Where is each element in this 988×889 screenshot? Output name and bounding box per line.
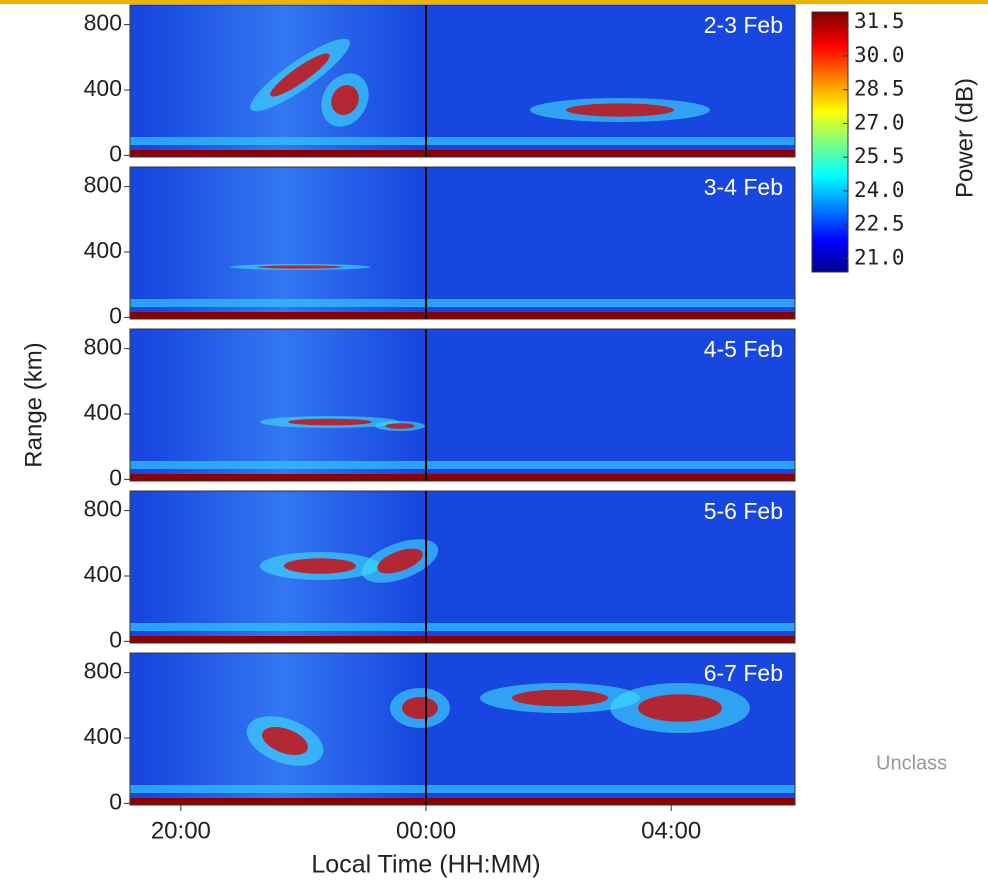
echo-core	[270, 53, 330, 97]
y-tick-label: 0	[109, 140, 122, 166]
y-tick-label: 0	[109, 626, 122, 652]
y-tick-label: 0	[109, 464, 122, 490]
colorbar-tick-label: 25.5	[854, 144, 905, 168]
echo-core	[262, 726, 308, 756]
colorbar	[811, 11, 849, 273]
y-tick-label: 800	[84, 658, 122, 684]
y-tick-label: 400	[84, 237, 122, 263]
colorbar-tick-label: 31.5	[854, 9, 905, 33]
colorbar-label: Power (dB)	[951, 78, 978, 198]
colorbar-tick-label: 24.0	[854, 178, 905, 202]
colorbar-tick-label: 22.5	[854, 212, 905, 236]
colorbar-tick-label: 21.0	[854, 245, 905, 269]
ground-band	[130, 636, 795, 643]
panel-title: 6-7 Feb	[704, 660, 783, 686]
panel-frame	[129, 652, 796, 806]
y-tick-label: 800	[84, 496, 122, 522]
echo-core	[258, 265, 342, 269]
y-tick-label: 0	[109, 302, 122, 328]
clutter-band	[130, 299, 795, 307]
colorbar-tick-label: 30.0	[854, 43, 905, 67]
clutter-band	[130, 785, 795, 793]
plots: 2-3 Feb 0 400 800 3-4 Feb 0 400 800 4-5 Feb 0 400 8…	[84, 4, 796, 814]
echo-core	[331, 85, 359, 115]
ground-band	[130, 798, 795, 805]
ground-band	[130, 474, 795, 481]
clutter-band	[130, 461, 795, 469]
clutter-band	[130, 623, 795, 631]
y-axis-label: Range (km)	[20, 342, 47, 467]
y-tick-label: 400	[84, 399, 122, 425]
panel-frame	[129, 166, 796, 320]
x-tick-label: 20:00	[151, 817, 211, 844]
ground-band	[130, 150, 795, 157]
y-tick-label: 800	[84, 10, 122, 36]
x-tick-label: 04:00	[641, 817, 701, 844]
echo-core	[284, 558, 356, 574]
echo-core	[512, 689, 608, 707]
echo-core	[377, 548, 423, 574]
echo-core	[385, 423, 415, 429]
clutter-band	[130, 137, 795, 145]
panel-title: 2-3 Feb	[704, 12, 783, 38]
panel-title: 5-6 Feb	[704, 498, 783, 524]
colorbar-tick-label: 28.5	[854, 77, 905, 101]
y-tick-label: 400	[84, 75, 122, 101]
x-tick-label: 00:00	[396, 817, 456, 844]
echo-core	[402, 697, 438, 719]
echo-core	[566, 103, 674, 117]
panel-glow	[144, 167, 420, 319]
echo-core	[288, 418, 372, 426]
x-axis-label: Local Time (HH:MM)	[311, 851, 540, 879]
colorbar-tick-label: 27.0	[854, 110, 905, 134]
panel-frame	[129, 490, 796, 644]
echo-core	[638, 694, 722, 722]
y-tick-label: 0	[109, 788, 122, 814]
panel-title: 4-5 Feb	[704, 336, 783, 362]
panel-glow	[144, 329, 420, 481]
panel-frame	[129, 4, 796, 158]
panel-frame	[129, 328, 796, 482]
y-tick-label: 400	[84, 723, 122, 749]
y-tick-label: 800	[84, 172, 122, 198]
panel-title: 3-4 Feb	[704, 174, 783, 200]
ground-band	[130, 312, 795, 319]
footer: Unclass	[876, 752, 947, 774]
y-tick-label: 800	[84, 334, 122, 360]
top-stripe	[0, 0, 988, 4]
y-tick-label: 400	[84, 561, 122, 587]
